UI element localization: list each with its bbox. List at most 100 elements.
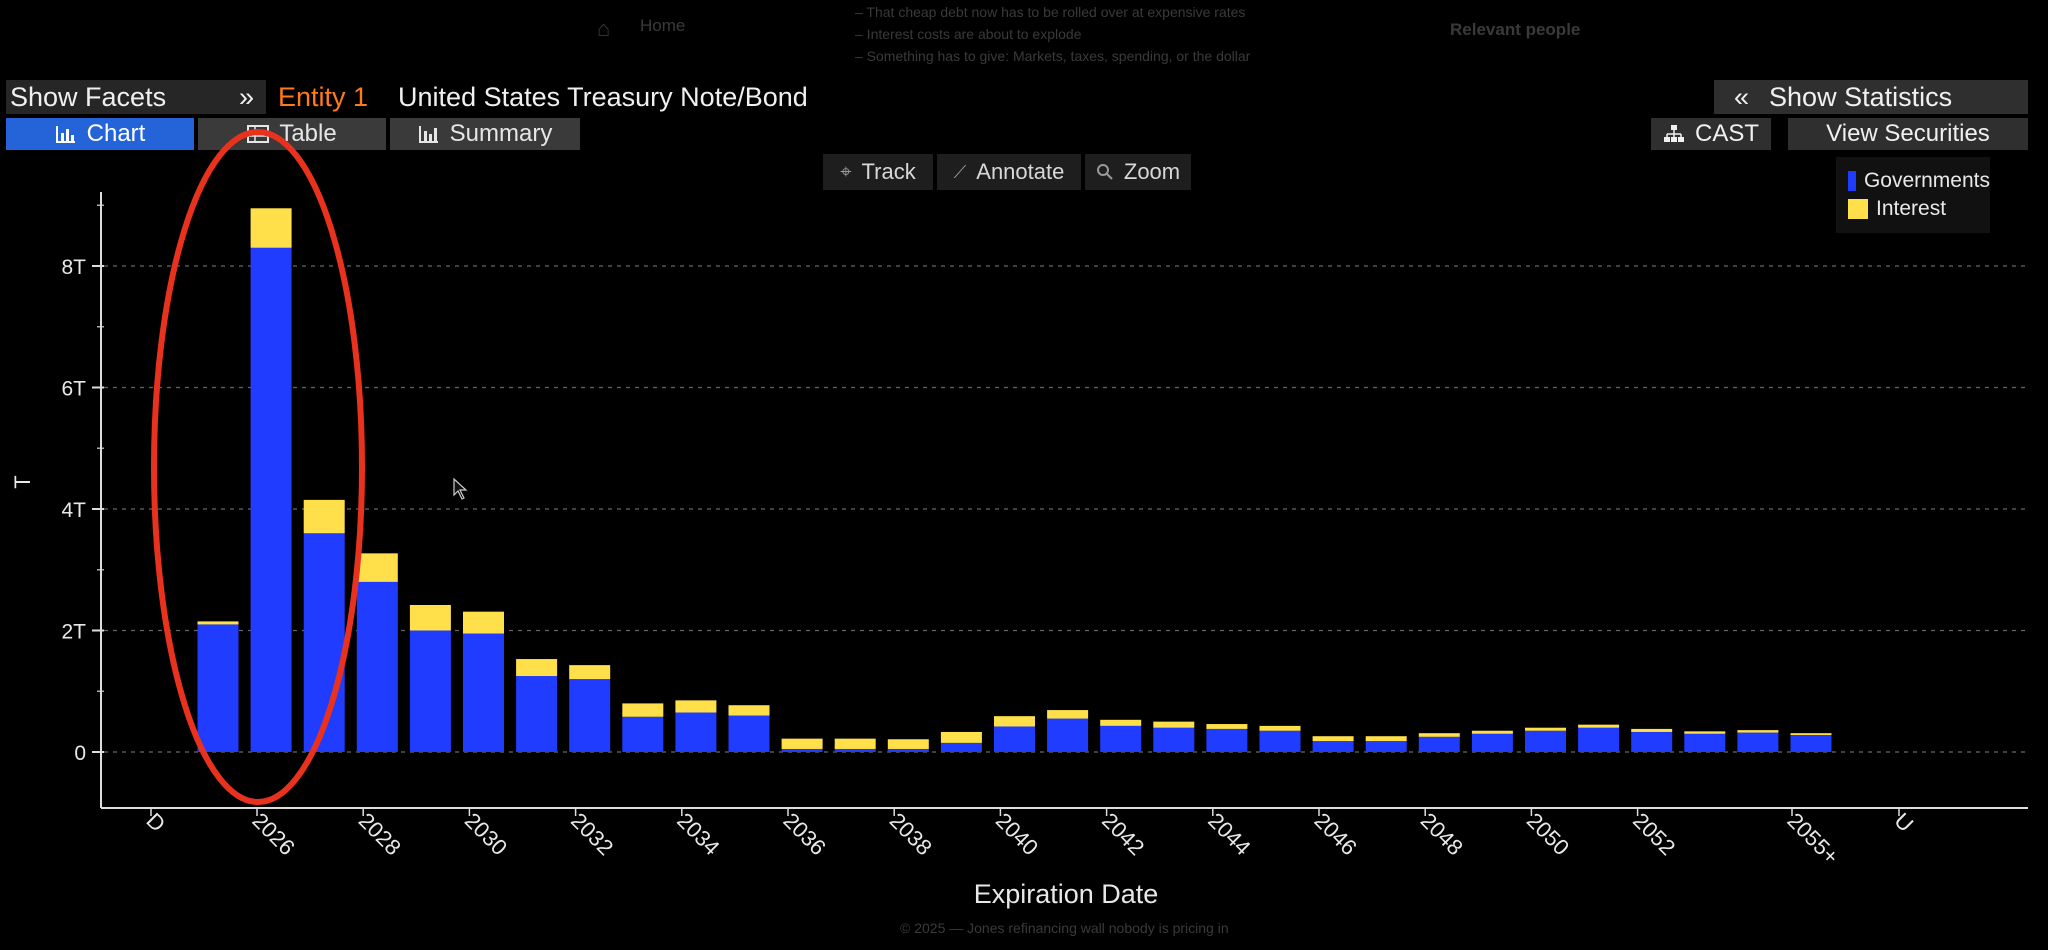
bar-governments-2032 <box>569 679 611 752</box>
x-tick-label: 2028 <box>354 808 406 860</box>
bar-governments-2043 <box>1153 727 1195 752</box>
home-icon: ⌂ <box>597 16 611 41</box>
x-axis-label: Expiration Date <box>974 879 1159 909</box>
cast-label: CAST <box>1694 120 1759 147</box>
bar-interest-2026 <box>250 208 292 248</box>
bar-governments-2040 <box>994 726 1035 752</box>
bar-interest-2030 <box>463 611 504 634</box>
home-link[interactable]: Home <box>640 16 686 35</box>
tab-table[interactable]: Table <box>198 118 386 150</box>
bar-governments-2027 <box>303 533 345 752</box>
bar-governments-2055 <box>1790 734 1832 752</box>
bar-governments-2029 <box>409 630 451 752</box>
bar-interest-2055 <box>1790 733 1832 735</box>
bar-governments-2041 <box>1047 718 1089 752</box>
bar-interest-2040 <box>994 716 1035 727</box>
track-label: Track <box>861 159 916 184</box>
bar-interest-2037 <box>834 738 876 749</box>
pencil-icon: ⟋ <box>953 161 967 182</box>
bar-interest-2028 <box>356 553 398 582</box>
show-facets-button[interactable]: Show Facets » <box>6 80 266 114</box>
bar-governments-2050 <box>1525 730 1566 752</box>
bar-interest-2042 <box>1100 719 1142 726</box>
tab-chart-label: Chart <box>86 120 146 147</box>
bar-governments-2054 <box>1737 732 1779 752</box>
annotate-button[interactable]: ⟋ Annotate <box>937 154 1081 190</box>
x-tick-label: 2046 <box>1309 808 1361 860</box>
x-tick-label: 2036 <box>778 808 830 860</box>
bar-governments-2049 <box>1471 733 1513 752</box>
bar-interest-2046 <box>1312 736 1354 742</box>
track-button[interactable]: ⌖ Track <box>823 154 933 190</box>
bar-governments-2047 <box>1365 741 1407 752</box>
bar-interest-2041 <box>1047 710 1089 719</box>
summary-icon <box>418 126 438 143</box>
bar-interest-2038 <box>887 739 929 749</box>
y-tick-label: 2T <box>61 621 86 644</box>
expand-chevron-icon: » <box>238 81 254 112</box>
bar-interest-2054 <box>1737 730 1779 733</box>
bar-interest-2049 <box>1471 730 1513 734</box>
bar-interest-2044 <box>1206 724 1248 729</box>
tab-table-label: Table <box>279 120 337 147</box>
bar-interest-2032 <box>569 665 611 680</box>
bar-interest-2027 <box>303 499 345 534</box>
bar-interest-2045 <box>1259 725 1301 731</box>
y-tick-label: 8T <box>61 256 86 279</box>
chart-axes <box>92 192 2028 816</box>
bar-interest-2031 <box>516 659 558 677</box>
x-tick-label: U <box>1889 808 1918 837</box>
bar-governments-2031 <box>516 676 558 752</box>
bar-governments-2037 <box>834 748 876 752</box>
bar-interest-2035 <box>728 705 770 716</box>
bar-interest-2047 <box>1365 736 1407 742</box>
mouse-cursor-icon <box>453 477 468 500</box>
bar-interest-2048 <box>1418 733 1460 737</box>
legend-swatch-governments <box>1848 171 1856 191</box>
relevant-people-heading: Relevant people <box>1450 20 1581 39</box>
show-statistics-label: Show Statistics <box>1769 81 1953 112</box>
legend-label-interest: Interest <box>1876 197 1947 220</box>
entity-label[interactable]: Entity 1 <box>278 81 369 112</box>
legend-item-governments[interactable]: Governments <box>1848 167 1990 195</box>
bar-interest-2052 <box>1631 728 1673 732</box>
bar-governments-2030 <box>463 633 504 752</box>
y-axis-label: T <box>10 475 35 488</box>
security-title: United States Treasury Note/Bond <box>398 81 808 112</box>
legend-swatch-interest <box>1848 199 1868 219</box>
bar-interest-2034 <box>675 700 717 713</box>
x-tick-label: 2050 <box>1522 808 1574 860</box>
zoom-button[interactable]: Zoom <box>1085 154 1191 190</box>
legend-label-governments: Governments <box>1863 169 1990 192</box>
bar-interest-2033 <box>622 703 664 717</box>
bar-interest-2029 <box>409 604 451 631</box>
article-line-1: – That cheap debt now has to be rolled o… <box>855 4 1246 20</box>
bar-governments-2038 <box>887 748 929 752</box>
tab-chart[interactable]: Chart <box>6 118 194 150</box>
top-toolbar: Show Facets » Entity 1 United States Tre… <box>6 80 808 114</box>
tab-summary[interactable]: Summary <box>390 118 580 150</box>
bar-governments-2044 <box>1206 728 1248 752</box>
bar-governments-2051 <box>1578 727 1620 752</box>
x-tick-label: 2044 <box>1203 808 1255 860</box>
bar-governments-2045 <box>1259 730 1301 752</box>
show-statistics-button[interactable]: « Show Statistics <box>1714 80 2028 114</box>
bar-governments-2053 <box>1684 733 1726 752</box>
chart-grid <box>104 265 2028 753</box>
article-line-3: – Something has to give: Markets, taxes,… <box>855 48 1251 64</box>
hierarchy-icon <box>1663 125 1684 142</box>
bar-interest-2025 <box>197 621 239 625</box>
magnifier-icon <box>1096 164 1113 180</box>
legend-item-interest[interactable]: Interest <box>1848 195 1990 223</box>
x-tick-label: 2042 <box>1097 808 1149 860</box>
x-tick-label: 2032 <box>566 808 618 860</box>
table-icon <box>247 125 270 143</box>
bar-governments-2035 <box>728 715 770 752</box>
view-securities-button[interactable]: View Securities <box>1788 118 2028 150</box>
x-tick-label: 2040 <box>991 808 1043 860</box>
bar-governments-2042 <box>1100 725 1142 752</box>
chart-legend: Governments Interest <box>1836 157 1990 233</box>
cast-button[interactable]: CAST <box>1651 118 1771 150</box>
bar-governments-2034 <box>675 712 717 752</box>
x-tick-label: D <box>141 808 170 837</box>
